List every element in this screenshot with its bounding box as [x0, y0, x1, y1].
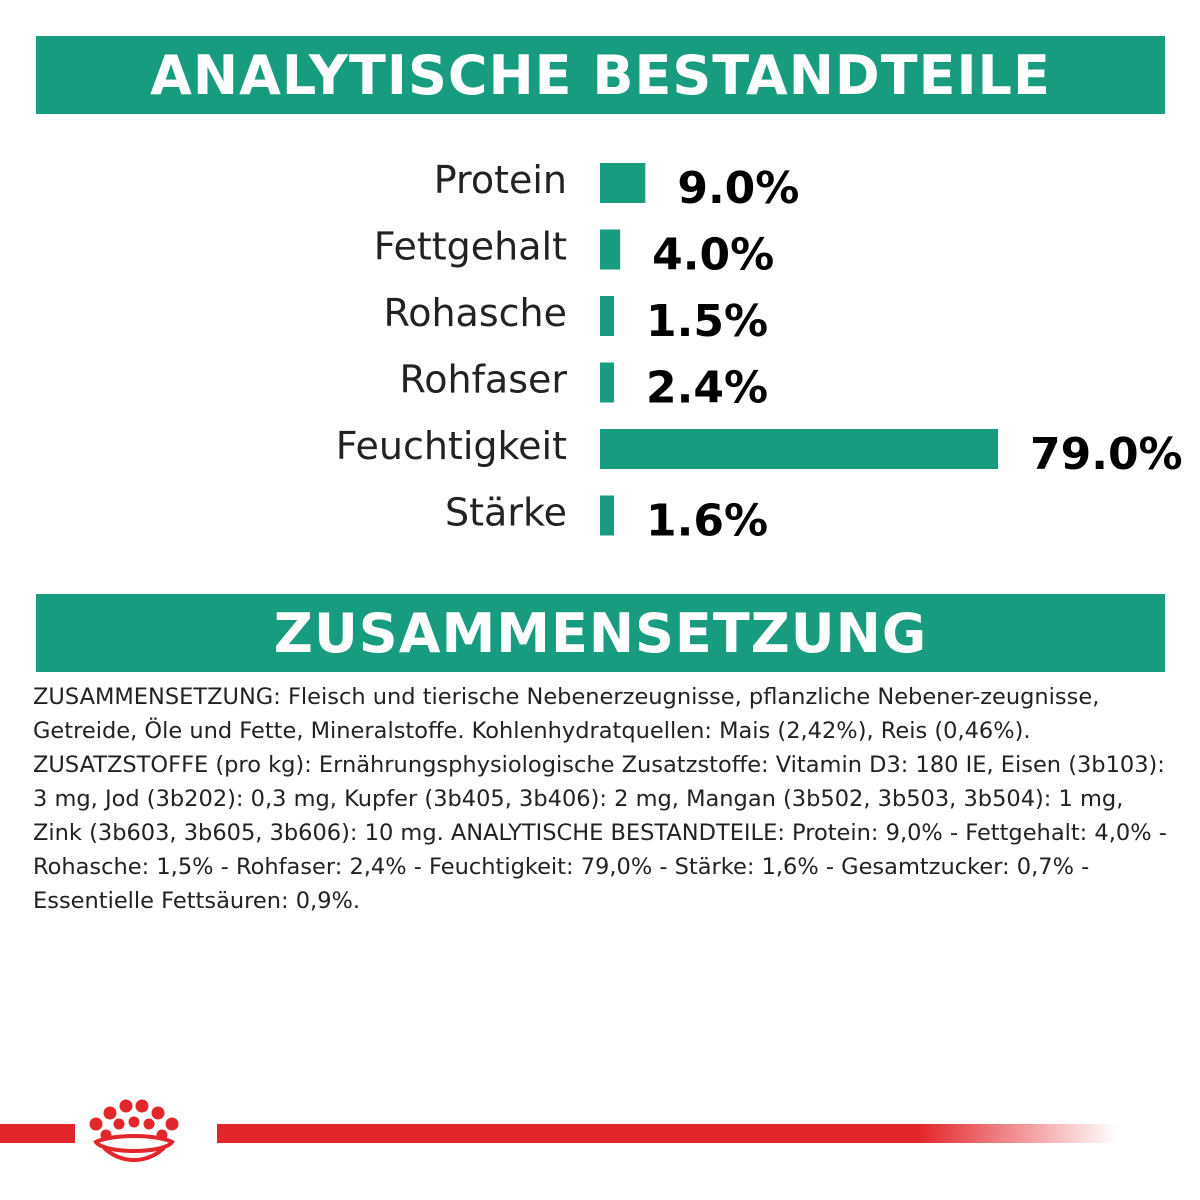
composition-text: ZUSAMMENSETZUNG: Fleisch und tierische N…: [33, 684, 1167, 914]
section-title: ZUSAMMENSETZUNG: [273, 601, 928, 665]
value-label: 4.0%: [652, 230, 774, 281]
bar: [600, 163, 646, 203]
section-title: ANALYTISCHE BESTANDTEILE: [150, 43, 1051, 107]
value-label: 9.0%: [677, 163, 799, 214]
value-label: 1.5%: [646, 296, 768, 347]
section-banner-zusammensetzung: ZUSAMMENSETZUNG: [36, 594, 1165, 672]
value-label: 79.0%: [1030, 429, 1183, 480]
nutrient-bar-chart: Protein 9.0% Fettgehalt 4.0% Rohasche 1.5% Roh…: [336, 158, 1183, 547]
category-label: Fettgehalt: [374, 225, 567, 269]
royal-canin-crown-icon: [89, 1099, 179, 1162]
category-label: Rohfaser: [400, 358, 568, 402]
category-label: Rohasche: [384, 291, 567, 335]
category-label: Feuchtigkeit: [336, 424, 567, 468]
footer-red-line-right: [217, 1124, 1117, 1143]
category-label: Stärke: [445, 491, 567, 535]
value-label: 2.4%: [646, 363, 768, 414]
category-label: Protein: [434, 158, 567, 202]
bar: [600, 362, 614, 403]
bar: [600, 429, 998, 469]
bar: [600, 229, 621, 270]
footer-red-line-left: [0, 1124, 75, 1143]
section-banner-analytische-bestandteile: ANALYTISCHE BESTANDTEILE: [36, 36, 1165, 114]
value-label: 1.6%: [646, 496, 768, 547]
bar: [600, 296, 614, 336]
bar: [600, 495, 614, 536]
